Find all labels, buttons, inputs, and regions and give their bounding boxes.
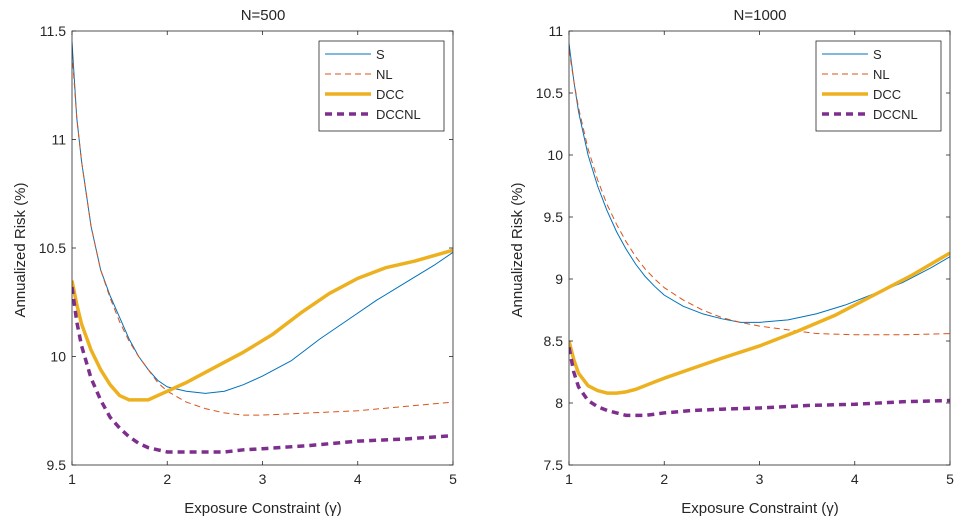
- x-tick-label: 1: [565, 471, 573, 487]
- legend-label-s: S: [873, 47, 882, 62]
- x-tick-label: 4: [851, 471, 859, 487]
- x-tick-label: 3: [259, 471, 267, 487]
- legend-label-dccnl: DCCNL: [873, 107, 918, 122]
- x-tick-label: 4: [354, 471, 362, 487]
- y-tick-label: 10.5: [536, 85, 563, 101]
- legend-label-nl: NL: [376, 67, 393, 82]
- y-tick-label: 11.5: [40, 23, 66, 39]
- x-tick-label: 5: [946, 471, 954, 487]
- y-tick-label: 8.5: [544, 333, 564, 349]
- legend-label-dccnl: DCCNL: [376, 107, 421, 122]
- y-tick-label: 11: [51, 132, 66, 148]
- x-tick-label: 3: [756, 471, 764, 487]
- y-tick-label: 9.5: [544, 209, 564, 225]
- legend-label-dcc: DCC: [376, 87, 404, 102]
- legend: S NL DCC DCCNL: [816, 41, 941, 131]
- y-tick-label: 9: [555, 271, 563, 287]
- legend: S NL DCC DCCNL: [319, 41, 444, 131]
- chart-title: N=500: [241, 7, 286, 24]
- x-axis-label: Exposure Constraint (γ): [184, 500, 342, 517]
- x-tick-label: 2: [660, 471, 668, 487]
- y-tick-label: 7.5: [544, 457, 564, 473]
- x-tick-label: 5: [449, 471, 457, 487]
- y-tick-label: 10.5: [39, 240, 66, 256]
- y-tick-label: 11: [548, 23, 563, 39]
- legend-label-s: S: [376, 47, 385, 62]
- y-tick-label: 10: [547, 147, 563, 163]
- y-tick-label: 8: [555, 395, 563, 411]
- x-tick-label: 2: [163, 471, 171, 487]
- y-axis-label: Annualized Risk (%): [509, 182, 526, 317]
- legend-label-dcc: DCC: [873, 87, 901, 102]
- y-tick-label: 10: [50, 349, 66, 365]
- chart-panel-n500: N=500 Exposure Constraint (γ) Annualized…: [12, 7, 457, 517]
- chart-title: N=1000: [734, 7, 787, 24]
- chart-panel-n1000: N=1000 Exposure Constraint (γ) Annualize…: [509, 7, 954, 517]
- y-tick-label: 9.5: [47, 457, 67, 473]
- x-tick-label: 1: [68, 471, 76, 487]
- y-axis-label: Annualized Risk (%): [12, 182, 29, 317]
- legend-label-nl: NL: [873, 67, 890, 82]
- x-axis-label: Exposure Constraint (γ): [681, 500, 839, 517]
